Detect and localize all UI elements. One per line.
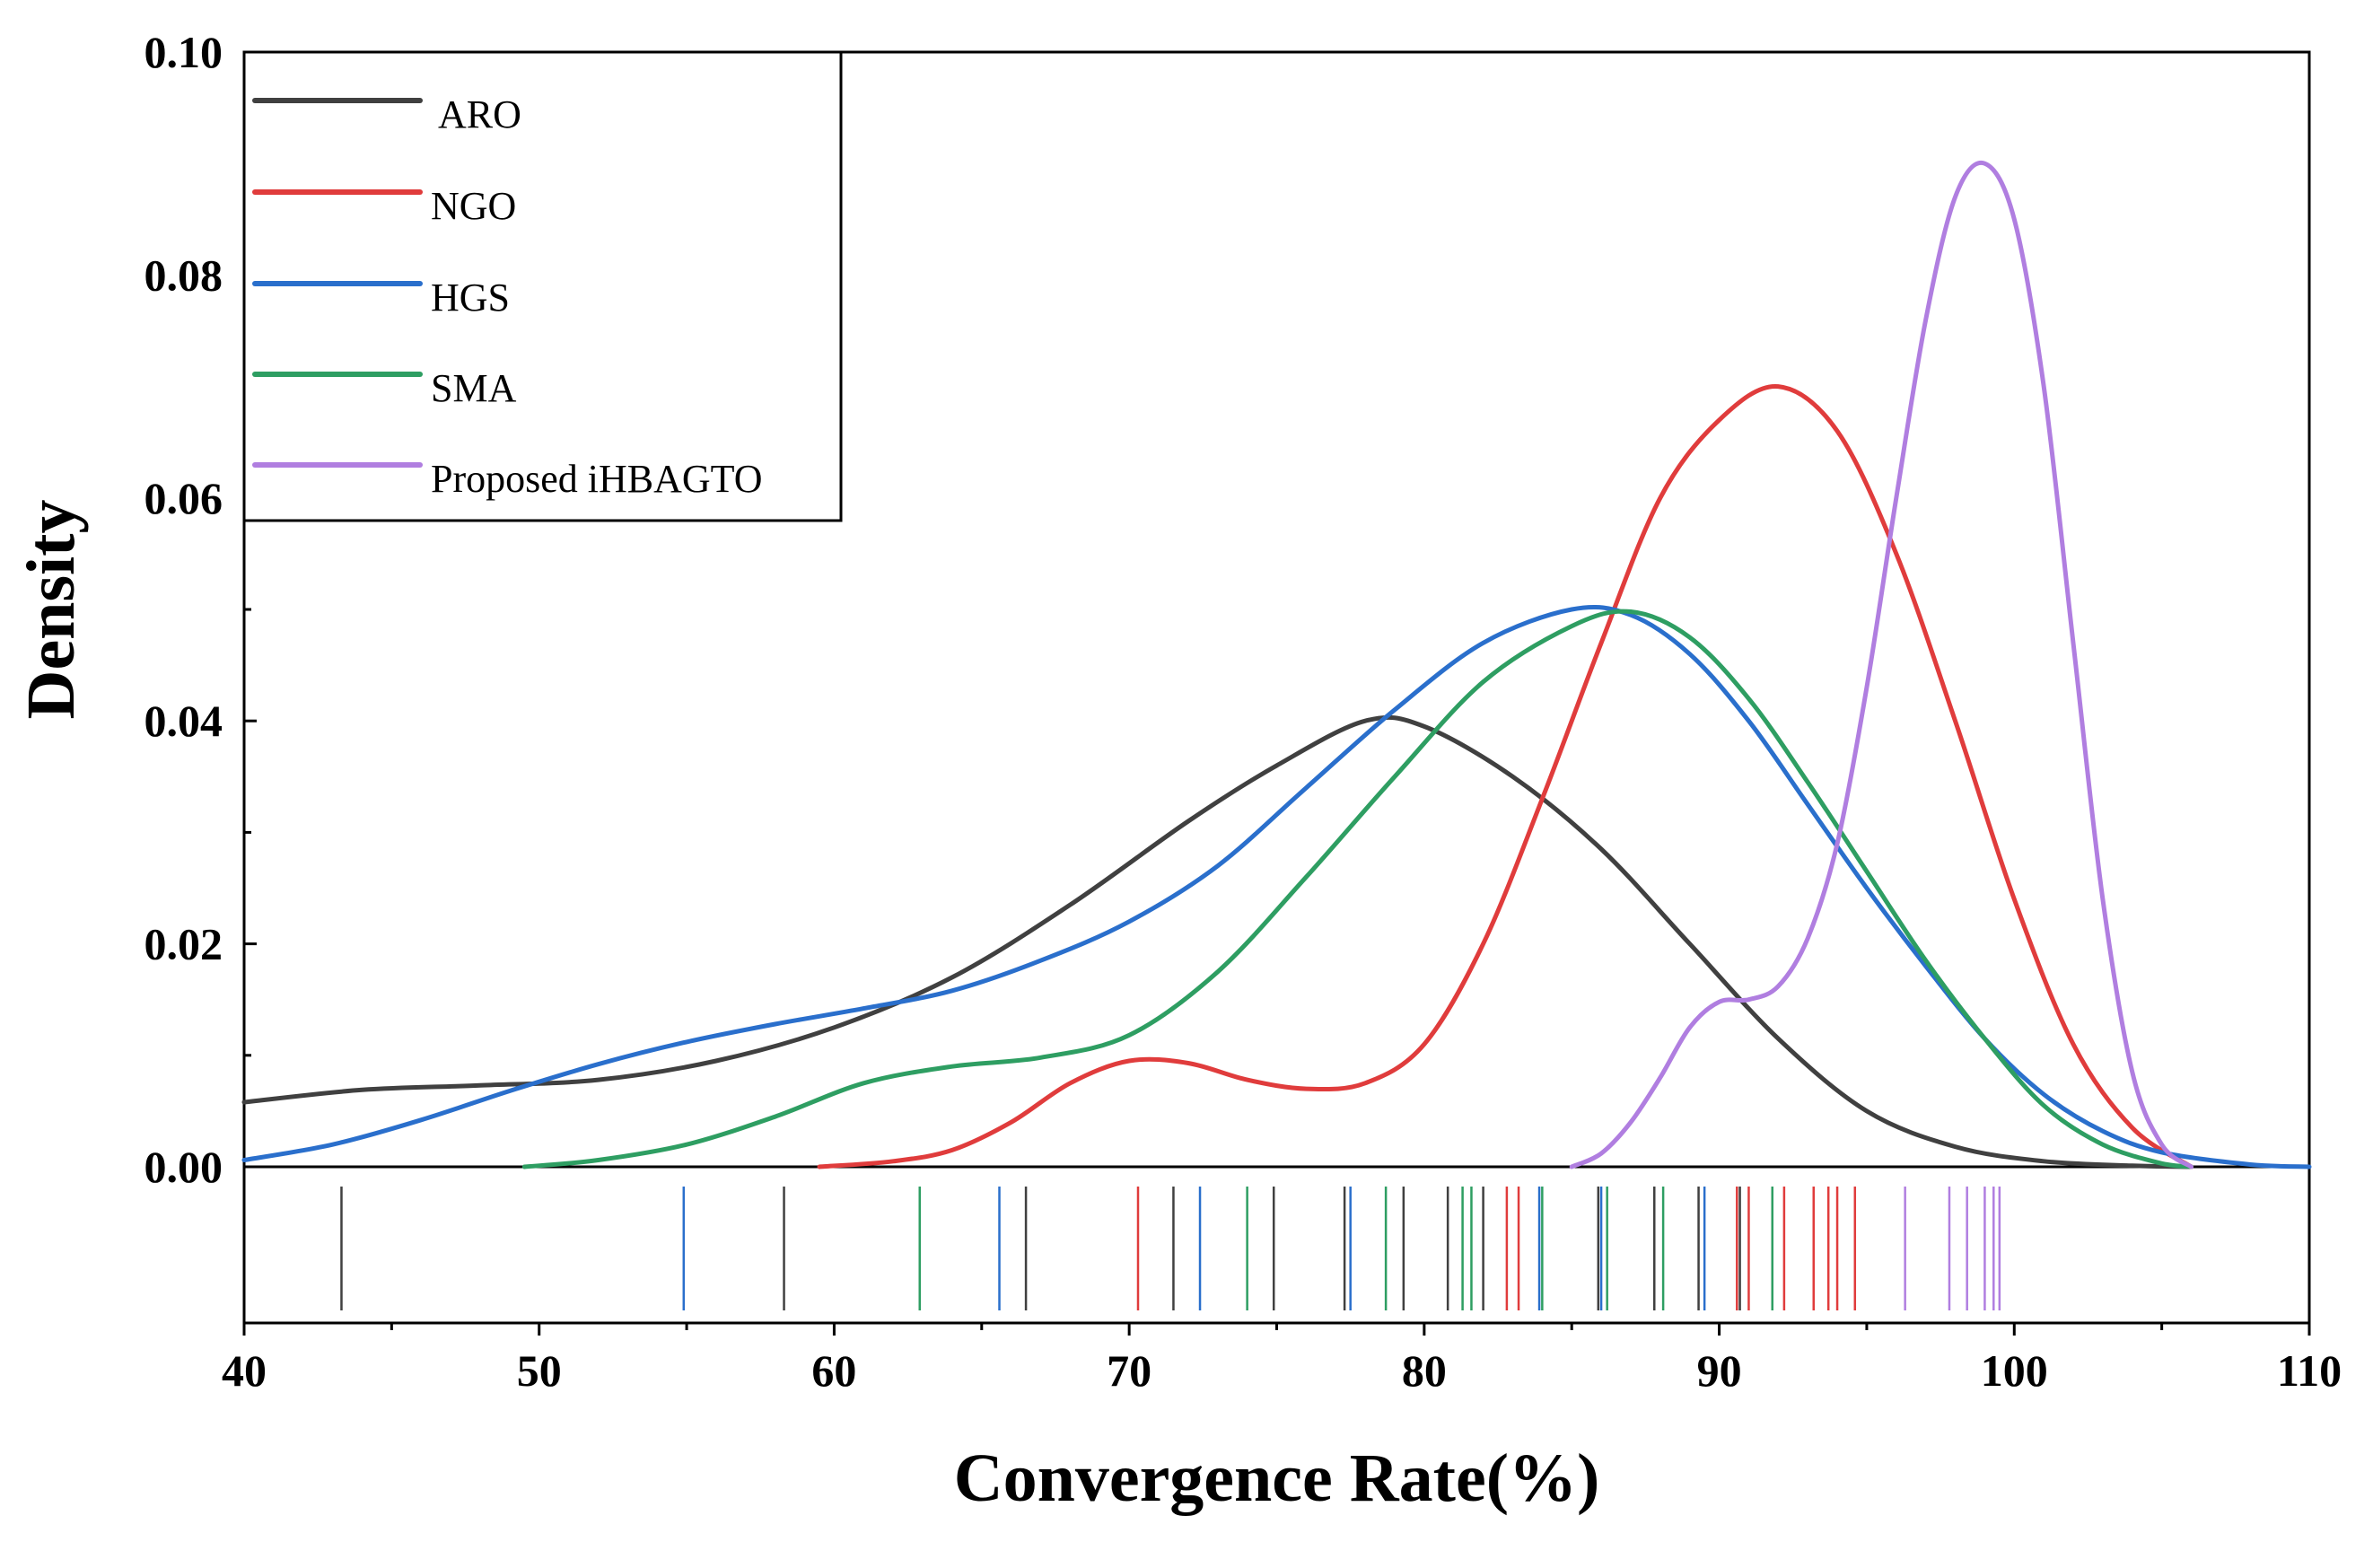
x-tick-label: 80 [1402,1345,1447,1396]
density-curve-aro [241,714,2193,1169]
legend-label-proposed-ihbagto: Proposed iHBAGTO [431,457,763,501]
y-tick-label: 0.06 [144,473,223,523]
x-tick-label: 70 [1107,1345,1151,1396]
x-tick-label: 60 [811,1345,856,1396]
y-tick-label: 0.10 [144,27,223,77]
legend: ARO NGO HGS SMA Proposed iHBAGTO [242,50,843,522]
x-axis-title: Convergence Rate(%) [954,1441,1600,1516]
density-curve-proposed-ihbagto [1569,160,2193,1169]
rug-plot [340,1187,2001,1310]
legend-label-ngo: NGO [431,184,516,228]
x-tick-label: 40 [222,1345,267,1396]
density-curves [241,160,2312,1169]
x-tick-label: 90 [1697,1345,1742,1396]
x-tick-label: 50 [517,1345,562,1396]
density-curve-sma [521,609,2193,1169]
x-tick-label: 100 [1981,1345,2048,1396]
legend-label-sma: SMA [431,366,517,410]
y-tick-label: 0.04 [144,696,223,746]
y-tick-label: 0.02 [144,919,223,969]
legend-label-aro: ARO [438,92,521,136]
y-axis-title: Density [13,500,89,720]
density-curve-ngo [817,384,2193,1169]
y-tick-label: 0.08 [144,250,223,300]
axes: 40 50 60 70 80 90 100 110 0.00 0.02 0.04 0.06 0.08 0.… [144,27,2342,1396]
legend-label-hgs: HGS [431,276,510,320]
y-tick-label: 0.00 [144,1142,223,1192]
x-tick-label: 110 [2277,1345,2342,1396]
